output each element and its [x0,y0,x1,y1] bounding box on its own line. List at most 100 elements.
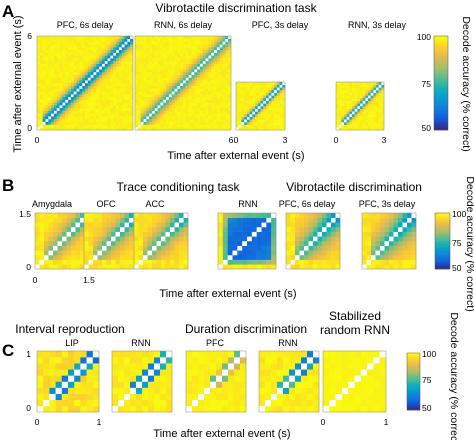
heatmap-cell [136,387,143,394]
heatmap-cell [295,213,300,218]
heatmap-cell [65,88,69,92]
heatmap-cell [180,77,184,81]
heatmap-cell [88,227,94,232]
heatmap-cell [222,116,226,120]
heatmap-cell [76,88,80,92]
heatmap-cell [260,100,264,104]
heatmap-cell [304,222,309,228]
heatmap-cell [53,213,58,218]
heatmap-cell [75,241,81,246]
heatmap-cell [194,38,198,42]
colorbar-segment [434,40,448,44]
heatmap-cell [79,66,83,70]
heatmap-cell [161,245,166,251]
heatmap-cell [137,94,141,98]
heatmap-cell [246,114,250,117]
heatmap-cell [140,36,144,40]
heatmap-cell [68,47,72,51]
heatmap-cell [381,90,385,93]
heatmap-cell [104,69,108,73]
colorbar-c [406,352,421,411]
heatmap-cell [45,38,49,42]
heatmap-cell [37,102,41,106]
heatmap-cell [354,381,362,388]
heatmap-frame [133,212,189,270]
heatmap-cell [130,66,134,70]
heatmap-cell [301,381,308,388]
heatmap-cell [134,245,139,251]
heatmap-cell [51,110,55,114]
heatmap-cell [283,357,290,364]
heatmap-cell [336,82,339,85]
heatmap-cell [56,36,60,40]
heatmap-cell [237,250,243,256]
heatmap-cell [183,241,189,246]
heatmap-cell [199,44,204,48]
heatmap-cell [219,110,223,114]
heatmap-cell [107,55,111,59]
heatmap-cell [282,108,286,112]
heatmap-cell [398,231,403,237]
heatmap-cell [277,387,284,394]
heatmap-cell [174,60,178,64]
heatmap-cell [39,124,43,128]
heatmap-cell [227,227,233,232]
heatmap-cell [268,108,272,112]
heatmap-b3 [133,212,189,270]
heatmap-cell [116,55,120,59]
subplot-a3-title: PFC, 3s delay [252,20,309,30]
heatmap-cell [241,100,245,104]
heatmap-cell [51,102,55,106]
heatmap-cell [174,99,178,103]
heatmap-cell [56,38,60,42]
heatmap-cell [336,87,339,91]
heatmap-cell [73,107,77,111]
heatmap-cell [313,236,318,242]
heatmap-cell [307,381,314,388]
heatmap-cell [402,241,408,246]
heatmap-cell [174,127,178,131]
heatmap-cell [161,250,166,256]
heatmap-cell [208,91,212,95]
heatmap-cell [82,83,86,87]
heatmap-cell [199,99,204,103]
heatmap-cell [194,110,198,114]
colorbar-segment [435,236,450,239]
heatmap-cell [121,41,125,45]
heatmap-cell [102,227,107,232]
heatmap-cell [73,80,77,84]
heatmap-cell [70,113,74,117]
heatmap-cell [56,77,60,81]
heatmap-cell [73,47,77,51]
heatmap-cell [237,222,243,228]
heatmap-cell [188,49,192,53]
heatmap-cell [177,52,181,56]
heatmap-cell [146,44,150,48]
heatmap-cell [341,375,349,382]
heatmap-cell [266,264,272,270]
heatmap-cell [65,118,69,122]
heatmap-cell [186,405,193,413]
heatmap-cell [118,85,122,89]
heatmap-cell [290,241,296,246]
heatmap-cell [177,69,181,73]
heatmap-cell [124,49,128,53]
heatmap-cell [106,264,112,270]
heatmap-cell [39,52,43,56]
heatmap-cell [210,369,217,376]
heatmap-cell [240,405,247,413]
heatmap-cell [166,41,170,45]
heatmap-cell [143,127,147,131]
heatmap-cell [244,95,248,99]
heatmap-cell [179,236,184,242]
heatmap-cell [352,98,355,101]
heatmap-cell [368,90,371,93]
heatmap-cell [48,227,54,232]
heatmap-cell [188,80,192,84]
heatmap-cell [232,255,238,260]
heatmap-cell [236,82,239,85]
heatmap-cell [247,255,253,260]
heatmap-cell [149,41,153,45]
heatmap-cell [68,118,72,122]
heatmap-cell [274,82,278,85]
